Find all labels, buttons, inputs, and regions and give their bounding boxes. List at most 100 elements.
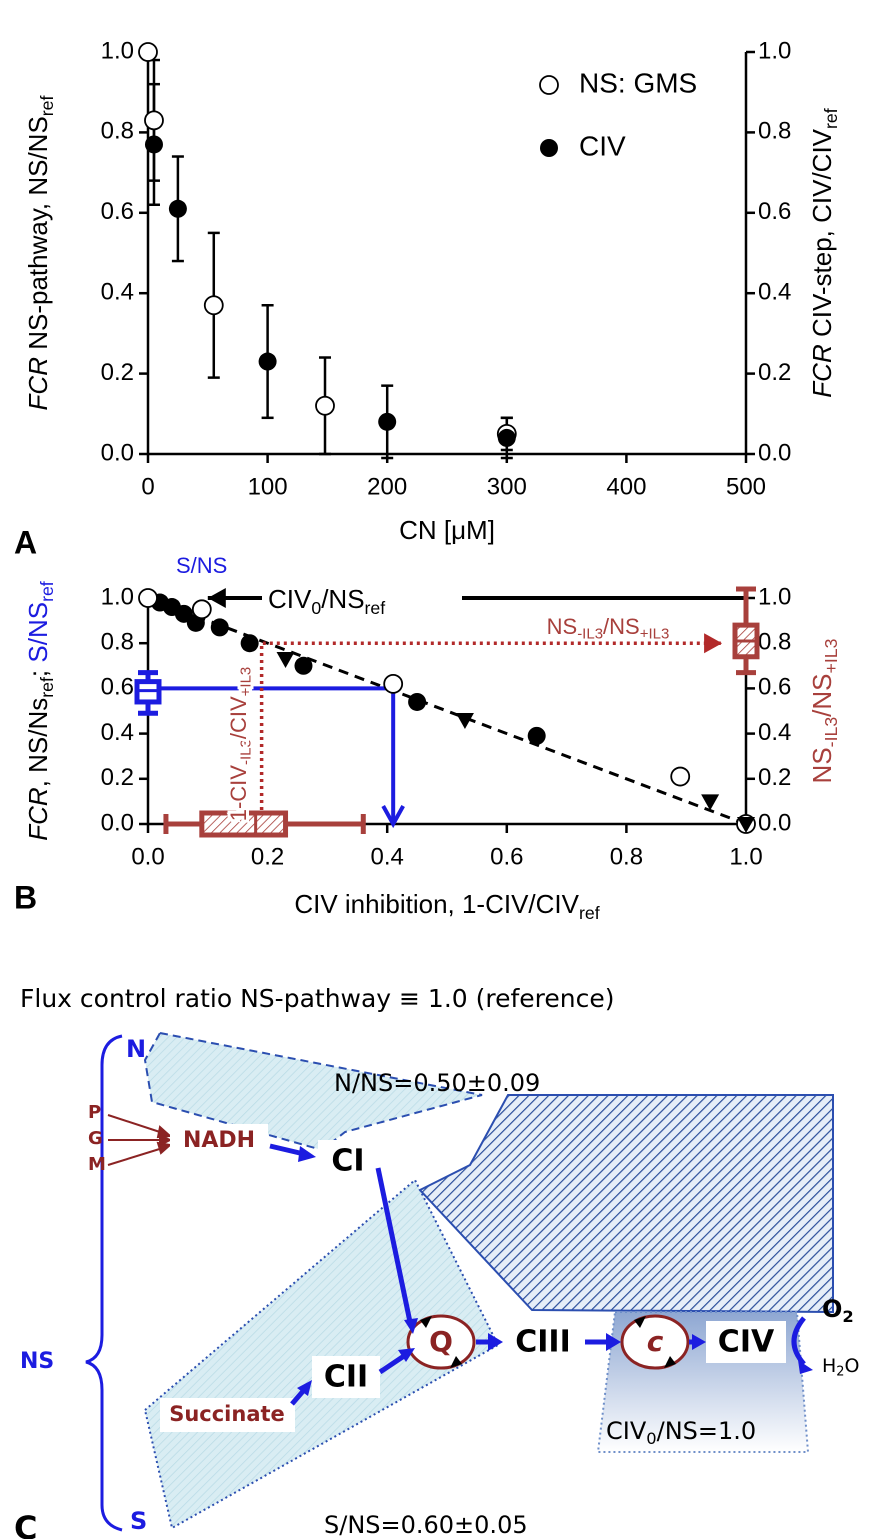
- ci-label: CI: [331, 1144, 364, 1179]
- nadh-box: [170, 1124, 268, 1158]
- diagram-title: Flux control ratio NS-pathway ≡ 1.0 (ref…: [20, 984, 615, 1013]
- substrate-arrows: [107, 1114, 173, 1166]
- cii-box: [312, 1356, 380, 1398]
- y2-tick-label: 0.0: [758, 439, 791, 466]
- text-part: +IL3: [238, 667, 255, 697]
- c-label: c: [647, 1325, 664, 1358]
- data-point: [240, 634, 259, 653]
- o2-label: O2: [822, 1295, 854, 1326]
- guide-label: CIV0/NSref: [268, 584, 385, 618]
- y-tick-label: 0.6: [101, 674, 134, 701]
- x-tick-label: 500: [726, 473, 766, 500]
- y2-tick-label: 0.0: [758, 809, 791, 836]
- x-axis-label: CIV inhibition, 1-CIV/CIVref: [294, 889, 599, 923]
- data-point: [276, 652, 295, 669]
- n-label: N: [126, 1035, 146, 1063]
- data-point: [497, 428, 516, 447]
- data-point: [138, 42, 158, 62]
- data-point: [383, 673, 404, 694]
- text-part: -IL3: [820, 717, 840, 748]
- y-tick-label: 0.4: [101, 719, 134, 746]
- q-pool: [406, 1314, 476, 1370]
- data-point: [408, 692, 427, 711]
- s-label: S: [130, 1507, 147, 1535]
- data-point: [701, 794, 720, 811]
- text-part: ref: [36, 581, 56, 602]
- box-label: NS-IL3/NS+IL3: [547, 614, 670, 643]
- y-tick-label: 0.6: [101, 198, 134, 225]
- s-ratio: S/NS=0.60±0.05: [324, 1511, 528, 1539]
- text-part: ref: [36, 677, 56, 698]
- civ-box: [706, 1321, 786, 1363]
- legend-label: NS: GMS: [579, 67, 697, 98]
- text-part: S/NS: [23, 602, 53, 663]
- y-tick-label: 0.0: [101, 809, 134, 836]
- diagram: Flux control ratio NS-pathway ≡ 1.0 (ref…: [14, 984, 859, 1539]
- text-part: H: [822, 1355, 836, 1377]
- q-label: Q: [429, 1325, 453, 1358]
- panel-label: C: [14, 1509, 37, 1539]
- text-part: CIV: [268, 584, 312, 614]
- text-part: CN [μM]: [399, 515, 495, 545]
- y-tick-label: 1.0: [101, 37, 134, 64]
- label-background: [262, 578, 462, 620]
- legend-label: CIV: [579, 130, 626, 161]
- y2-tick-label: 1.0: [758, 37, 791, 64]
- y-tick-label: 1.0: [101, 583, 134, 610]
- box-label: S/NS: [176, 553, 227, 578]
- panel-label: B: [14, 879, 37, 915]
- p-label: P: [88, 1102, 101, 1123]
- data-point: [144, 110, 164, 131]
- civ-label: CIV: [718, 1325, 775, 1360]
- text-part: ;: [23, 663, 53, 677]
- text-part: S/NS: [176, 553, 227, 578]
- x-tick-label: 0.8: [610, 843, 643, 870]
- h2o-label: H2O: [822, 1355, 859, 1380]
- text-part: ref: [365, 597, 386, 617]
- text-part: O: [822, 1295, 842, 1323]
- text-part: FCR: [807, 344, 837, 397]
- text-part: CIV-step, CIV/CIV: [807, 128, 837, 344]
- ci-box: [318, 1140, 378, 1182]
- text-part: 1-CIV: [226, 765, 251, 822]
- guide-arrow: [704, 633, 723, 654]
- text-part: NS: [547, 614, 578, 639]
- text-part: 0: [311, 597, 321, 617]
- cii-label: CII: [324, 1360, 368, 1395]
- y-tick-label: 0.8: [101, 118, 134, 145]
- civ0-ratio: CIV0/NS=1.0: [606, 1417, 756, 1448]
- text-part: 0: [646, 1429, 656, 1448]
- guide-line: [148, 686, 396, 824]
- x-tick-label: 300: [487, 473, 527, 500]
- y2-tick-label: 0.8: [758, 629, 791, 656]
- c-pool: [620, 1314, 690, 1370]
- y2-tick-label: 0.2: [758, 764, 791, 791]
- nadh-label: NADH: [183, 1128, 255, 1153]
- panel-label: A: [14, 524, 37, 560]
- data-point: [455, 713, 474, 730]
- box: [199, 810, 289, 838]
- s-region: [143, 1178, 500, 1530]
- ns-label: NS: [20, 1349, 54, 1374]
- y2-tick-label: 0.4: [758, 279, 791, 306]
- text-part: FCR: [23, 787, 53, 840]
- cycle-arrows: [420, 1316, 676, 1368]
- succinate-box: [160, 1398, 295, 1432]
- guide-arrow: [207, 588, 226, 608]
- succinate-label: Succinate: [169, 1402, 285, 1426]
- g-label: G: [88, 1128, 103, 1149]
- text-part: 2: [842, 1307, 853, 1326]
- y-tick-label: 0.2: [101, 764, 134, 791]
- guide-line: [259, 641, 723, 824]
- text-part: /NS: [321, 584, 364, 614]
- x-tick-label: 1.0: [729, 843, 762, 870]
- text-part: , NS/Ns: [23, 698, 53, 788]
- text-part: NS: [807, 747, 837, 783]
- text-part: CIV inhibition, 1-CIV/CIV: [294, 889, 579, 919]
- text-part: CIV: [606, 1417, 647, 1445]
- legend-marker: [540, 139, 558, 157]
- y-axis-label: FCR, NS/Nsref; S/NSref: [23, 581, 57, 841]
- x-tick-label: 100: [248, 473, 288, 500]
- data-point: [670, 766, 691, 787]
